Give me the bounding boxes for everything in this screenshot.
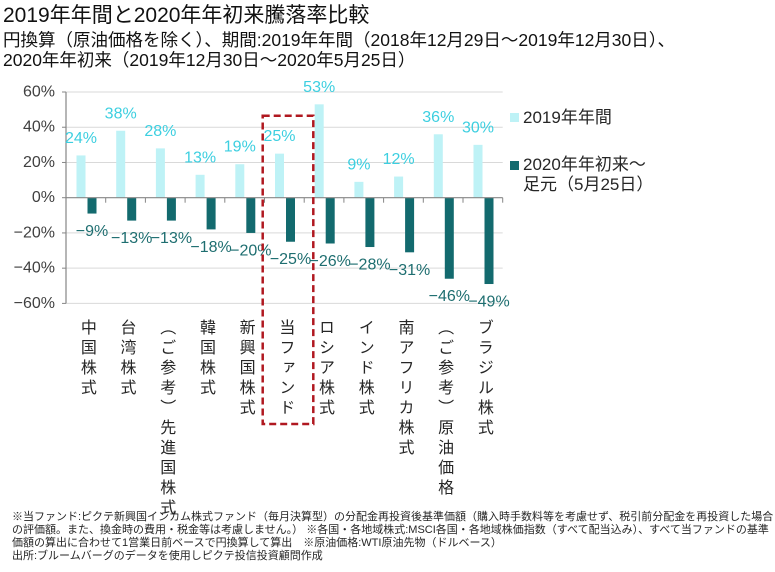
chart-title: 2019年年間と2020年年初来騰落率比較: [3, 4, 370, 27]
y-tick-label: 20%: [23, 154, 55, 171]
x-category-label: インド株式: [355, 319, 373, 419]
x-category-label: 新興国株式: [236, 319, 254, 419]
data-label-2020: −28%: [349, 257, 390, 274]
data-label-2020: −49%: [468, 294, 509, 311]
bar-2020: [286, 197, 295, 242]
data-label-2020: −25%: [270, 251, 311, 268]
y-tick-label: 0%: [32, 189, 55, 206]
bar-2019: [433, 134, 443, 198]
bar-2020: [206, 197, 216, 230]
data-label-2020: −13%: [151, 230, 192, 247]
bar-2019: [195, 174, 205, 198]
bar-2020: [325, 197, 335, 244]
bar-2019: [314, 104, 324, 198]
x-category-label: ブラジル株式: [474, 319, 492, 439]
bar-2020: [166, 197, 176, 221]
legend-label-2019: 2019年年間: [523, 108, 612, 127]
x-category-label: 当ファンド: [276, 319, 294, 419]
footnote-line: の評価額。また、換金時の費用・税金等は考慮しません。） ※各国・各地域株式:MS…: [12, 524, 769, 536]
footnote-line: ※当ファンド:ピクテ新興国インカム株式ファンド（毎月決算型）の分配金再投資後基準…: [12, 511, 774, 523]
bar-2019: [155, 148, 165, 198]
x-category-label: （ご参考）原油価格: [435, 319, 453, 499]
data-label-2019: 12%: [383, 151, 415, 168]
bar-2020: [365, 197, 375, 248]
legend-label-2020-line1: 2020年年初来～: [523, 155, 646, 174]
data-label-2019: 53%: [303, 79, 335, 96]
x-category-label: 中国株式: [77, 319, 95, 399]
data-label-2019: 30%: [462, 119, 494, 136]
x-category-label: 台湾株式: [117, 319, 135, 399]
data-label-2020: −13%: [111, 230, 152, 247]
data-label-2020: −20%: [230, 242, 271, 259]
data-label-2020: −18%: [190, 239, 231, 256]
data-label-2020: −46%: [429, 288, 470, 305]
y-tick-label: −60%: [14, 295, 55, 312]
chart-subtitle-line: 2020年年初来（2019年12月30日～2020年5月25日）: [3, 50, 416, 70]
bar-2019: [275, 153, 284, 198]
data-label-2019: 9%: [347, 156, 370, 173]
data-label-2020: −26%: [310, 253, 351, 270]
data-label-2019: 38%: [105, 105, 137, 122]
data-label-2019: 25%: [263, 128, 295, 145]
bar-2019: [76, 155, 86, 198]
footnote-line: 価額の算出に合わせて1営業日前ベースで円換算して算出 ※原油価格:WTI原油先物…: [12, 537, 502, 549]
chart-subtitle-line: 円換算（原油価格を除く）、期間:2019年年間（2018年12月29日～2019…: [3, 30, 676, 50]
data-label-2019: 24%: [65, 130, 97, 147]
highlight-box-fund: [261, 114, 315, 426]
data-label-2019: 19%: [224, 139, 256, 156]
data-label-2019: 28%: [144, 123, 176, 140]
legend-swatch-2020: [510, 161, 519, 170]
x-category-label: ロシア株式: [316, 319, 334, 419]
y-tick-label: 40%: [23, 119, 55, 136]
y-tick-label: 60%: [23, 84, 55, 101]
data-label-2019: 13%: [184, 149, 216, 166]
legend-swatch-2019: [510, 113, 519, 122]
bar-2019: [116, 130, 126, 198]
bar-2020: [444, 197, 454, 279]
x-category-label: 韓国株式: [196, 319, 214, 399]
bar-2020: [127, 197, 137, 221]
bar-2019: [235, 164, 245, 198]
bar-2019: [354, 181, 364, 198]
bar-2020: [87, 197, 97, 214]
x-category-label: 南アフリカ株式: [395, 319, 413, 459]
data-label-2020: −31%: [389, 262, 430, 279]
bar-2020: [484, 197, 494, 285]
bar-2020: [405, 197, 415, 253]
y-tick-label: −20%: [14, 224, 55, 241]
legend-label-2020-line2: 足元（5月25日）: [523, 175, 654, 194]
footnote-line: 出所:ブルームバーグのデータを使用しピクテ投信投資顧問作成: [12, 550, 323, 562]
data-label-2020: −9%: [76, 223, 108, 240]
bar-2019: [473, 144, 483, 198]
bar-2020: [246, 197, 256, 233]
data-label-2019: 36%: [422, 109, 454, 126]
bar-2019: [394, 176, 404, 198]
y-tick-label: −40%: [14, 260, 55, 277]
x-category-label: （ご参考）先進国株式: [157, 319, 175, 519]
